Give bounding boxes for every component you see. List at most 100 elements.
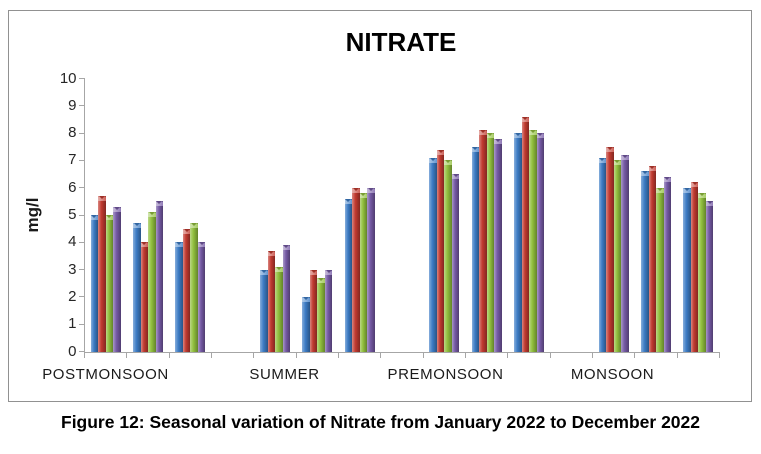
bar-premonsoon-g2-series-red bbox=[479, 130, 487, 352]
x-axis-tick bbox=[84, 351, 85, 358]
x-axis-tick bbox=[168, 351, 170, 358]
bar-cap-notch bbox=[360, 193, 367, 197]
bar-cap-notch bbox=[198, 242, 205, 246]
bar-premonsoon-g3-series-green bbox=[529, 130, 537, 352]
bar-summer-g1-series-red bbox=[267, 250, 275, 352]
bar-cap-notch bbox=[606, 146, 613, 150]
bar-postmonsoon-g2-series-red bbox=[140, 242, 148, 352]
bar-summer-g2-series-green bbox=[317, 277, 325, 352]
bar-cap-notch bbox=[494, 138, 501, 142]
y-tick-label: 1 bbox=[68, 315, 77, 333]
bar-premonsoon-g3-series-purple bbox=[536, 133, 544, 352]
bar-monsoon-g1-series-green bbox=[613, 160, 622, 352]
bar-cap-notch bbox=[176, 242, 183, 246]
bar-monsoon-g1-series-blue bbox=[598, 157, 607, 352]
y-axis-tick bbox=[78, 296, 85, 298]
y-tick-label: 7 bbox=[68, 151, 77, 169]
bar-cap-notch bbox=[641, 171, 648, 175]
y-tick-label: 4 bbox=[68, 233, 77, 251]
bar-summer-g3-series-purple bbox=[367, 187, 375, 352]
bar-premonsoon-g1-series-blue bbox=[429, 157, 437, 352]
bar-monsoon-g1-series-purple bbox=[621, 154, 629, 352]
bar-monsoon-g3-series-green bbox=[698, 193, 706, 352]
x-axis-tick bbox=[592, 351, 593, 358]
bar-postmonsoon-g1-series-purple bbox=[113, 206, 121, 352]
y-axis-tick bbox=[78, 351, 85, 352]
bar-cap-notch bbox=[487, 133, 494, 137]
bar-cap-notch bbox=[706, 201, 713, 205]
bar-cap-notch bbox=[345, 198, 352, 202]
bar-cap-notch bbox=[113, 206, 120, 210]
bar-cap-notch bbox=[684, 187, 691, 191]
bar-cap-notch bbox=[656, 187, 663, 191]
bar-cap-notch bbox=[430, 157, 437, 161]
bar-summer-g2-series-red bbox=[309, 269, 318, 352]
y-axis-tick bbox=[78, 214, 85, 216]
bar-summer-g1-series-purple bbox=[282, 245, 290, 352]
bar-premonsoon-g1-series-red bbox=[436, 149, 445, 352]
bar-postmonsoon-g1-series-green bbox=[105, 215, 114, 352]
y-axis-tick bbox=[78, 187, 85, 189]
bar-cap-notch bbox=[268, 250, 275, 254]
bar-postmonsoon-g3-series-blue bbox=[175, 242, 183, 352]
bar-cap-notch bbox=[472, 146, 479, 150]
bar-cap-notch bbox=[183, 228, 190, 232]
bar-summer-g3-series-green bbox=[359, 193, 368, 352]
bar-premonsoon-g3-series-red bbox=[521, 116, 529, 352]
bar-cap-notch bbox=[275, 266, 282, 270]
y-tick-label: 5 bbox=[68, 206, 77, 223]
category-label-premonsoon: PREMONSOON bbox=[387, 365, 504, 383]
bar-summer-g1-series-green bbox=[275, 266, 283, 352]
bar-cap-notch bbox=[699, 193, 706, 197]
bar-cap-notch bbox=[318, 277, 325, 281]
bar-cap-notch bbox=[91, 215, 98, 218]
bar-cap-notch bbox=[514, 133, 521, 137]
bar-cap-notch bbox=[452, 174, 459, 177]
bar-premonsoon-g2-series-green bbox=[486, 133, 495, 352]
bar-monsoon-g2-series-green bbox=[656, 187, 664, 352]
bar-cap-notch bbox=[614, 160, 621, 164]
bar-monsoon-g3-series-blue bbox=[683, 187, 691, 352]
figure-caption: Figure 12: Seasonal variation of Nitrate… bbox=[61, 412, 700, 432]
category-label-summer: SUMMER bbox=[249, 365, 320, 383]
bar-cap-notch bbox=[649, 165, 656, 169]
bar-cap-notch bbox=[691, 182, 698, 186]
y-axis-tick bbox=[78, 241, 85, 243]
bar-postmonsoon-g1-series-blue bbox=[90, 215, 99, 352]
bar-summer-g3-series-red bbox=[352, 187, 360, 352]
bar-postmonsoon-g2-series-purple bbox=[155, 201, 163, 352]
bar-cap-notch bbox=[479, 130, 486, 134]
x-axis-tick bbox=[253, 351, 255, 358]
y-axis-tick bbox=[78, 78, 85, 79]
x-axis-tick bbox=[126, 351, 128, 358]
x-axis-tick bbox=[507, 351, 509, 358]
bar-cap-notch bbox=[621, 154, 628, 158]
bar-monsoon-g2-series-blue bbox=[641, 171, 649, 352]
bar-summer-g2-series-blue bbox=[302, 296, 310, 352]
y-axis-tick bbox=[78, 132, 85, 134]
bar-premonsoon-g3-series-blue bbox=[514, 133, 522, 352]
x-axis-tick bbox=[295, 351, 297, 358]
bar-monsoon-g1-series-red bbox=[606, 146, 614, 352]
plot-area: mg/l 0 1 2 3 4 5 6 7 8 9 10 POSTMONSOON SUMMER PREMON… bbox=[23, 70, 720, 383]
bar-summer-g1-series-blue bbox=[260, 269, 268, 352]
bar-cap-notch bbox=[325, 269, 332, 273]
x-axis-tick bbox=[380, 351, 382, 358]
bar-cap-notch bbox=[156, 201, 163, 205]
y-tick-label: 8 bbox=[68, 124, 77, 142]
category-label-monsoon: MONSOON bbox=[570, 365, 655, 383]
bar-cap-notch bbox=[352, 187, 359, 191]
bar-premonsoon-g1-series-purple bbox=[451, 174, 460, 352]
bar-monsoon-g3-series-purple bbox=[705, 201, 714, 352]
bar-postmonsoon-g2-series-green bbox=[148, 212, 156, 352]
bar-cap-notch bbox=[522, 116, 529, 120]
x-axis-tick bbox=[422, 351, 424, 358]
bar-cap-notch bbox=[437, 149, 444, 153]
y-tick-label: 9 bbox=[68, 96, 77, 114]
bar-postmonsoon-g1-series-red bbox=[98, 195, 106, 352]
bar-cap-notch bbox=[303, 296, 310, 300]
bar-premonsoon-g1-series-green bbox=[444, 160, 452, 352]
y-axis-tick bbox=[78, 159, 85, 161]
bar-cap-notch bbox=[310, 269, 317, 273]
bar-cap-notch bbox=[141, 242, 148, 246]
